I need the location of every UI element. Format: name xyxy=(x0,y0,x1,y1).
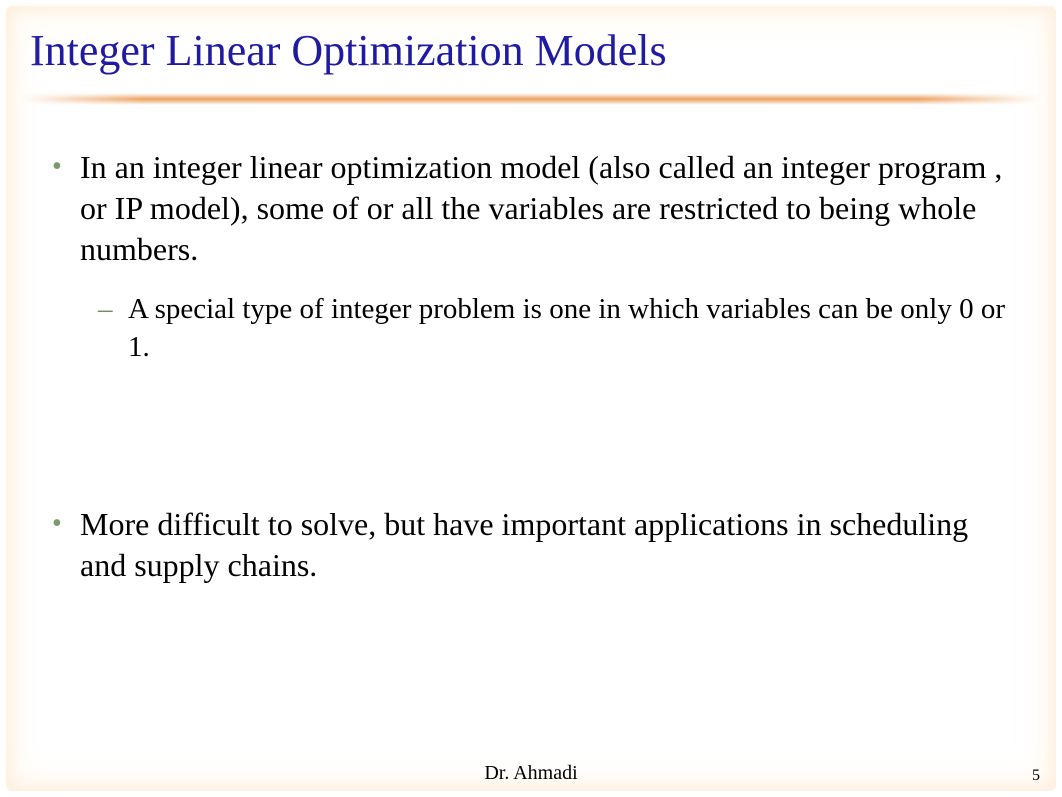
bullet-item: In an integer linear optimization model … xyxy=(46,147,1016,366)
bullet-text: More difficult to solve, but have import… xyxy=(80,506,968,583)
sub-bullet-list: A special type of integer problem is one… xyxy=(98,291,1016,365)
bullet-text: In an integer linear optimization model … xyxy=(80,149,1002,267)
bullet-item: More difficult to solve, but have import… xyxy=(46,504,1016,586)
bullet-list: More difficult to solve, but have import… xyxy=(46,504,1016,586)
footer-author: Dr. Ahmadi xyxy=(0,762,1062,785)
sub-bullet-item: A special type of integer problem is one… xyxy=(98,291,1016,365)
spacing xyxy=(46,394,1016,504)
title-divider xyxy=(20,93,1042,105)
bullet-list: In an integer linear optimization model … xyxy=(46,147,1016,366)
footer-page-number: 5 xyxy=(1032,767,1040,785)
slide-title: Integer Linear Optimization Models xyxy=(30,26,1032,77)
slide: Integer Linear Optimization Models In an… xyxy=(0,0,1062,797)
title-region: Integer Linear Optimization Models xyxy=(0,0,1062,77)
content-region: In an integer linear optimization model … xyxy=(0,105,1062,586)
sub-bullet-text: A special type of integer problem is one… xyxy=(128,293,1005,362)
